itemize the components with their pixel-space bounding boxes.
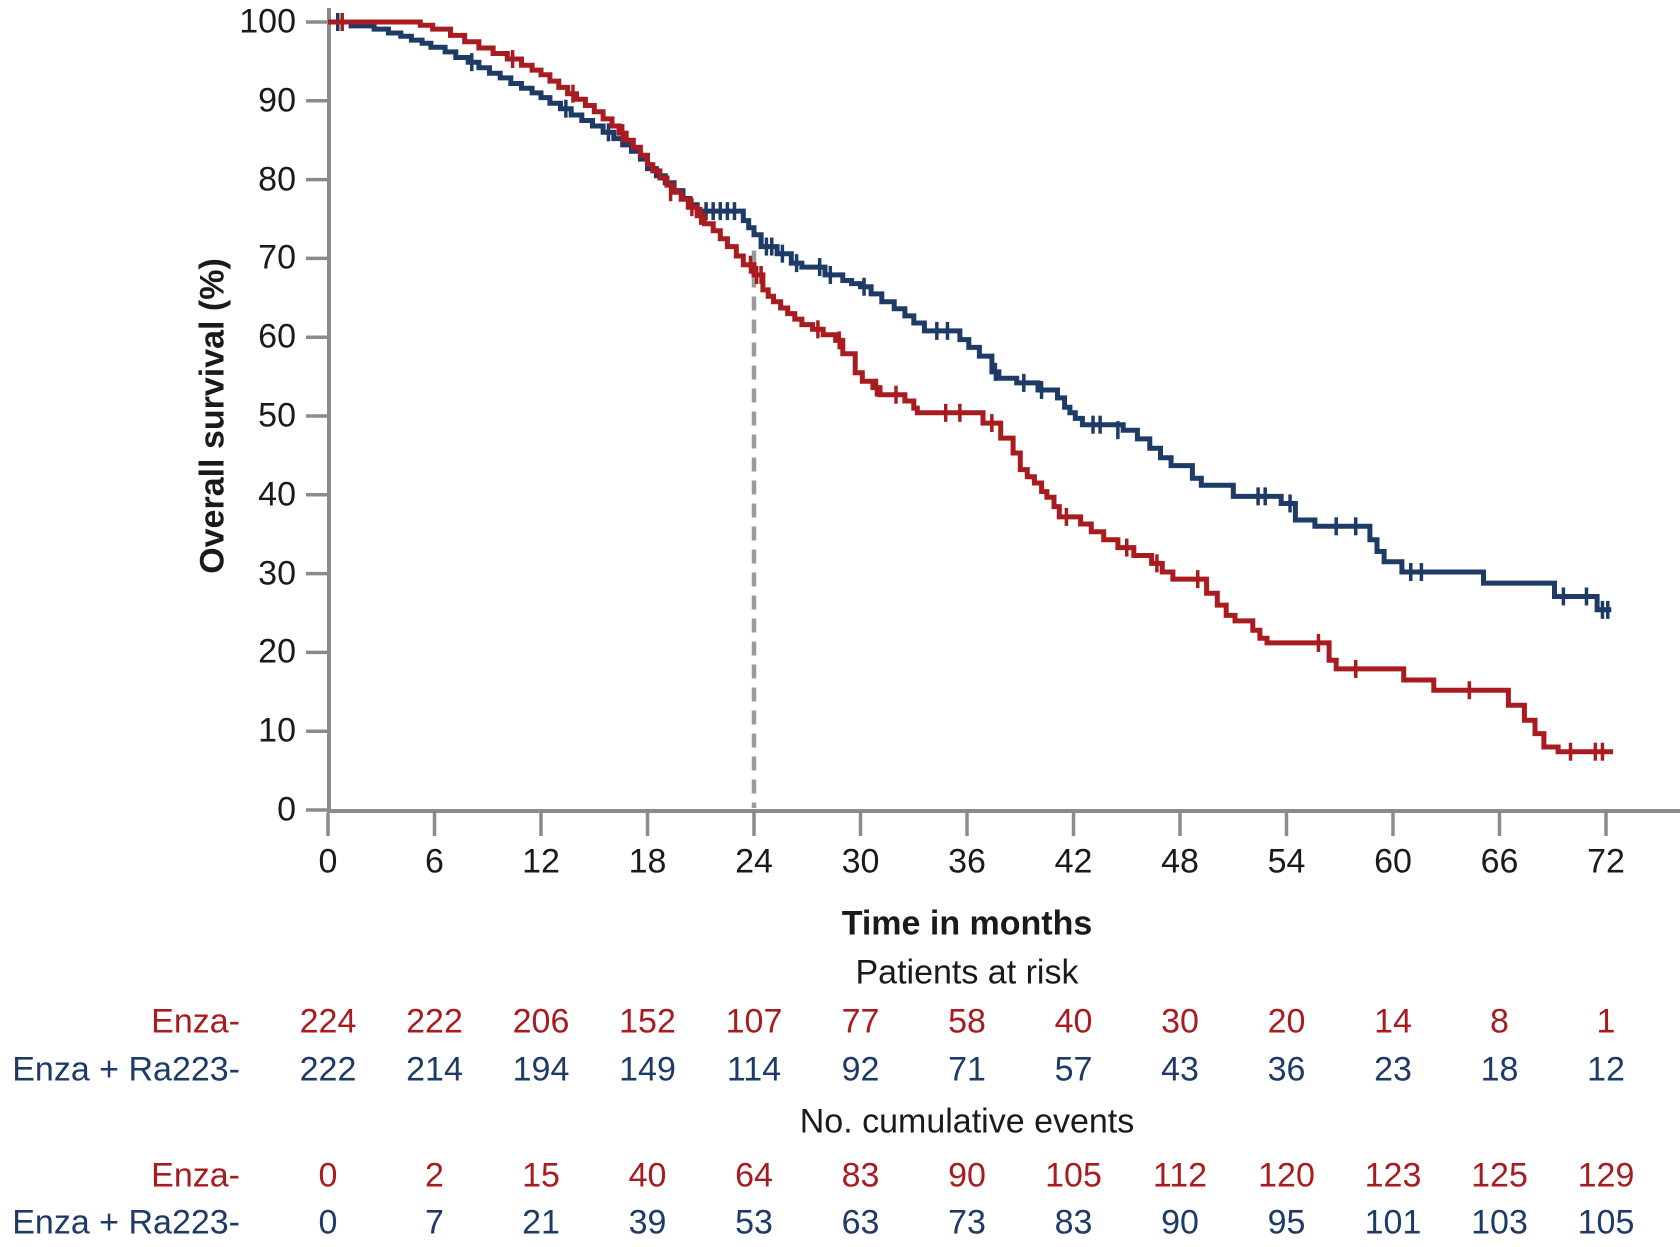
at-risk-value: 12 [1587, 1050, 1625, 1089]
cumulative-events-value: 83 [1054, 1203, 1093, 1242]
y-tick-label: 60 [258, 317, 296, 356]
at-risk-value: 36 [1267, 1050, 1306, 1089]
cumulative-events-value: 105 [1577, 1203, 1635, 1242]
cumulative-events-row-label: Enza + Ra223- [12, 1203, 240, 1242]
cumulative-events-value: 103 [1471, 1203, 1528, 1242]
x-axis-title: Time in months [841, 904, 1093, 943]
at-risk-value: 92 [841, 1050, 880, 1089]
at-risk-value: 77 [841, 1002, 880, 1041]
cumulative-events-value: 0 [318, 1203, 338, 1242]
x-tick-label: 48 [1161, 842, 1199, 881]
patients-at-risk-header: Patients at risk [855, 953, 1079, 992]
at-risk-value: 23 [1374, 1050, 1412, 1089]
at-risk-value: 152 [619, 1002, 676, 1041]
cumulative-events-value: 90 [1161, 1203, 1199, 1242]
y-tick-label: 50 [258, 396, 296, 435]
cumulative-events-value: 83 [841, 1156, 880, 1195]
at-risk-value: 107 [725, 1002, 783, 1041]
cumulative-events-value: 120 [1258, 1156, 1315, 1195]
at-risk-value: 58 [948, 1002, 986, 1041]
cumulative-events-value: 63 [841, 1203, 880, 1242]
y-tick-label: 20 [258, 632, 296, 671]
at-risk-value: 206 [512, 1002, 570, 1041]
y-tick-label: 100 [239, 2, 296, 41]
cumulative-events-value: 125 [1471, 1156, 1528, 1195]
x-tick-label: 12 [522, 842, 560, 881]
cumulative-events-row-label: Enza- [151, 1156, 240, 1195]
at-risk-value: 40 [1054, 1002, 1093, 1041]
at-risk-value: 57 [1054, 1050, 1093, 1089]
at-risk-value: 224 [299, 1002, 357, 1041]
at-risk-value: 43 [1161, 1050, 1199, 1089]
cumulative-events-value: 64 [735, 1156, 773, 1195]
at-risk-value: 71 [948, 1050, 986, 1089]
x-tick-label: 54 [1267, 842, 1306, 881]
km-curve-enza [328, 19, 1614, 755]
at-risk-row-label: Enza- [151, 1002, 240, 1041]
at-risk-value: 194 [512, 1050, 570, 1089]
x-tick-label: 30 [841, 842, 880, 881]
at-risk-value: 149 [619, 1050, 676, 1089]
y-tick-label: 10 [258, 711, 296, 750]
x-tick-label: 36 [948, 842, 986, 881]
at-risk-row-label: Enza + Ra223- [12, 1050, 240, 1089]
y-tick-label: 40 [258, 475, 296, 514]
cumulative-events-value: 95 [1267, 1203, 1306, 1242]
cumulative-events-value: 15 [522, 1156, 560, 1195]
at-risk-value: 114 [726, 1050, 782, 1089]
cumulative-events-value: 40 [628, 1156, 667, 1195]
cumulative-events-value: 2 [425, 1156, 444, 1195]
y-tick-label: 0 [277, 790, 296, 829]
at-risk-value: 214 [406, 1050, 463, 1089]
x-tick-label: 0 [318, 842, 338, 881]
cumulative-events-header: No. cumulative events [799, 1102, 1135, 1141]
cumulative-events-value: 90 [948, 1156, 986, 1195]
y-tick-label: 30 [258, 554, 296, 593]
at-risk-value: 1 [1596, 1002, 1616, 1041]
x-tick-label: 6 [425, 842, 444, 881]
at-risk-value: 8 [1490, 1002, 1509, 1041]
cumulative-events-value: 112 [1152, 1156, 1208, 1195]
x-tick-label: 60 [1374, 842, 1412, 881]
at-risk-value: 20 [1267, 1002, 1306, 1041]
cumulative-events-value: 73 [948, 1203, 986, 1242]
y-tick-label: 70 [258, 238, 296, 277]
x-tick-label: 42 [1054, 842, 1093, 881]
x-tick-label: 72 [1587, 842, 1625, 881]
x-tick-label: 18 [628, 842, 667, 881]
cumulative-events-value: 123 [1364, 1156, 1422, 1195]
x-tick-label: 24 [735, 842, 773, 881]
at-risk-value: 18 [1480, 1050, 1519, 1089]
at-risk-value: 222 [299, 1050, 357, 1089]
y-tick-label: 80 [258, 160, 296, 199]
y-tick-label: 90 [258, 81, 296, 120]
at-risk-value: 30 [1161, 1002, 1199, 1041]
cumulative-events-value: 7 [425, 1203, 444, 1242]
at-risk-value: 14 [1374, 1002, 1412, 1041]
cumulative-events-value: 53 [735, 1203, 773, 1242]
x-tick-label: 66 [1480, 842, 1519, 881]
cumulative-events-value: 101 [1364, 1203, 1422, 1242]
cumulative-events-value: 39 [628, 1203, 667, 1242]
km-curve-enza-ra223 [328, 19, 1612, 613]
cumulative-events-value: 0 [318, 1156, 338, 1195]
cumulative-events-value: 21 [522, 1203, 560, 1242]
cumulative-events-value: 105 [1045, 1156, 1102, 1195]
cumulative-events-value: 129 [1577, 1156, 1635, 1195]
at-risk-value: 222 [406, 1002, 463, 1041]
